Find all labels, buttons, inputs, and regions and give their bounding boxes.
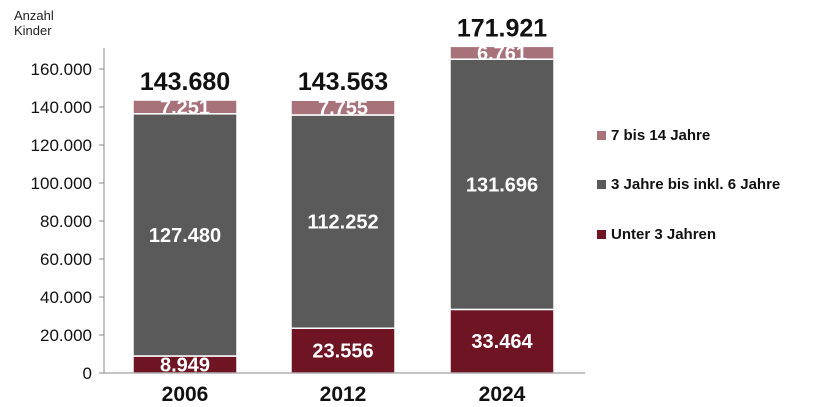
legend-swatch xyxy=(597,180,606,189)
bar-total-label: 143.680 xyxy=(140,68,230,96)
y-tick-label: 40.000 xyxy=(40,288,92,307)
legend-label: Unter 3 Jahren xyxy=(611,226,716,243)
bar-segment xyxy=(290,114,396,329)
y-tick-label: 0 xyxy=(83,364,92,383)
y-axis-title-line: Anzahl xyxy=(14,8,54,23)
y-tick-label: 20.000 xyxy=(40,326,92,345)
segment-value-label: 7.251 xyxy=(160,97,210,119)
x-tick-label: 2012 xyxy=(320,383,367,406)
y-axis-title-line: Kinder xyxy=(14,23,52,38)
segment-value-label: 23.556 xyxy=(312,341,373,363)
legend-swatch xyxy=(597,131,606,140)
segment-value-label: 33.464 xyxy=(471,331,533,353)
bar-segment xyxy=(132,113,238,357)
x-axis: 2006 2012 2024 xyxy=(104,372,585,406)
y-tick-label: 60.000 xyxy=(40,250,92,269)
bar-segment xyxy=(132,99,238,115)
bar-segment xyxy=(449,58,555,311)
legend-label: 3 Jahre bis inkl. 6 Jahre xyxy=(611,176,780,193)
segment-value-label: 131.696 xyxy=(466,174,538,196)
y-tick-label: 80.000 xyxy=(40,212,92,231)
y-tick-label: 160.000 xyxy=(31,60,92,79)
x-tick-label: 2024 xyxy=(479,383,526,406)
bar-total-label: 171.921 xyxy=(457,14,547,42)
segment-value-label: 7.755 xyxy=(318,98,368,120)
legend-swatch xyxy=(597,230,606,239)
bar-segment xyxy=(449,45,555,60)
legend: 7 bis 14 Jahre 3 Jahre bis inkl. 6 Jahre U… xyxy=(597,127,780,243)
y-tick-label: 140.000 xyxy=(31,98,92,117)
y-tick-label: 100.000 xyxy=(31,174,92,193)
legend-label: 7 bis 14 Jahre xyxy=(611,127,710,144)
bar-total-label: 143.563 xyxy=(298,68,388,96)
y-tick-label: 120.000 xyxy=(31,136,92,155)
y-axis: 0 20.000 40.000 60.000 80.000 100.000 120.000 1… xyxy=(31,48,105,383)
segment-value-label: 6.761 xyxy=(477,43,527,65)
segment-value-label: 8.949 xyxy=(160,354,210,376)
x-tick-label: 2006 xyxy=(162,383,209,406)
bar-segment xyxy=(290,99,396,116)
segment-value-label: 112.252 xyxy=(307,212,378,234)
segment-value-label: 127.480 xyxy=(149,225,221,247)
